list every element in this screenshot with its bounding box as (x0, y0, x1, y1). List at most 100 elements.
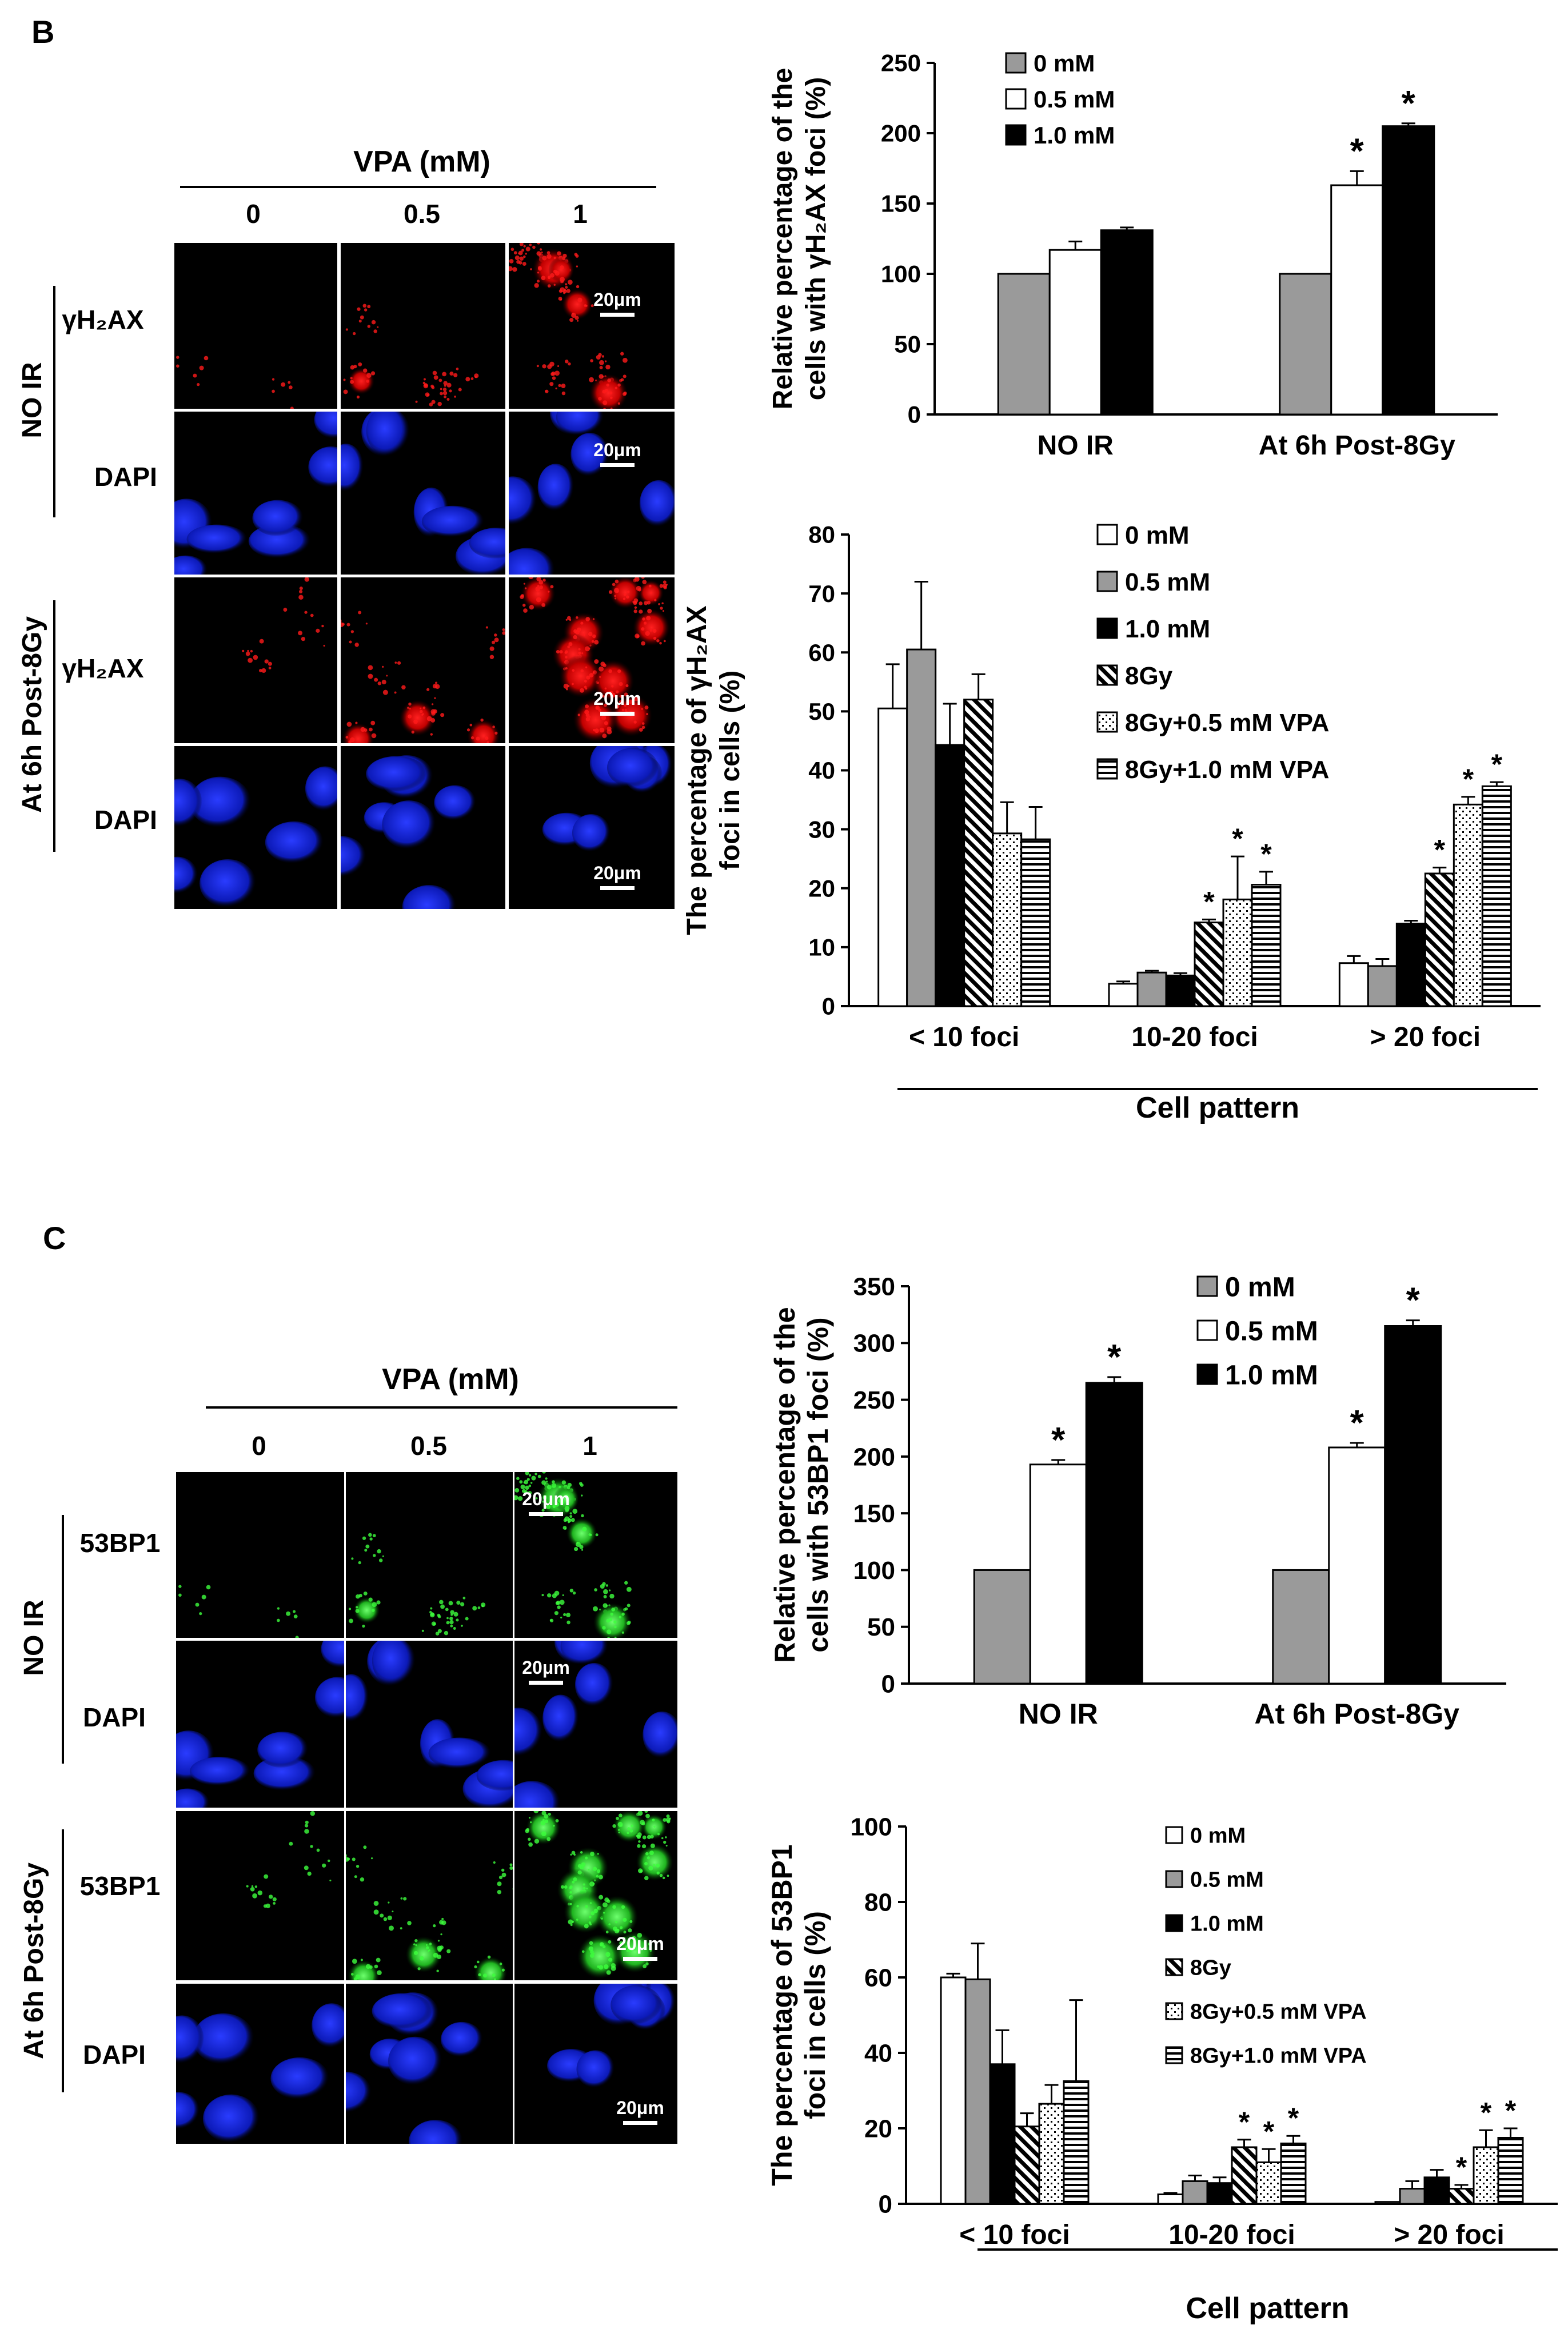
bar (1255, 2161, 1282, 2205)
row-label-dapi-2: DAPI (83, 2040, 146, 2069)
scale-bar-label: 20μm (616, 2097, 664, 2118)
y-axis-label: The percentage of 53BP1 (766, 1844, 798, 2186)
y-tick-label: 0 (822, 993, 835, 1020)
micrograph-tile (176, 1811, 344, 1980)
y-tick-label: 100 (851, 1813, 892, 1841)
bar (1424, 872, 1455, 1007)
legend-label: 8Gy+0.5 mM VPA (1190, 2000, 1367, 2024)
bar (1395, 923, 1426, 1007)
y-axis-label: cells with 53BP1 foci (%) (802, 1317, 834, 1652)
legend-label: 1.0 mM (1125, 615, 1210, 643)
micrograph-tile (346, 1472, 513, 1638)
micrograph-tile (346, 1811, 513, 1980)
bar (1108, 983, 1139, 1007)
legend-label: 1.0 mM (1190, 1912, 1264, 1936)
legend-swatch (1165, 2002, 1183, 2020)
bar (1085, 1382, 1143, 1685)
chart-b-bottom: 0 10 20 30 40 50 60 70 80 The percentage of γH₂AX… (682, 521, 1541, 1124)
significance-star: * (1434, 834, 1446, 866)
legend-label: 8Gy (1125, 662, 1173, 690)
significance-star: * (1350, 131, 1364, 171)
y-tick-label: 50 (894, 331, 921, 358)
y-tick-label: 20 (808, 875, 835, 902)
legend-swatch (1196, 1363, 1218, 1385)
x-tick-label: 10-20 foci (1131, 1022, 1258, 1052)
significance-star: * (1491, 748, 1503, 780)
bar (1328, 1446, 1386, 1685)
bar (1497, 2137, 1524, 2205)
y-tick-label: 60 (864, 1964, 892, 1992)
legend-swatch (1096, 524, 1118, 545)
bar (1382, 125, 1435, 416)
bar (1194, 922, 1224, 1007)
y-tick-label: 40 (864, 2039, 892, 2067)
scale-bar-label: 20μm (593, 440, 641, 460)
y-tick-label: 80 (864, 1888, 892, 1916)
bar (1423, 2176, 1450, 2205)
significance-star: * (1232, 823, 1243, 855)
significance-star: * (1406, 1281, 1421, 1321)
micrograph-tile: 20μm (509, 412, 675, 575)
bar (1338, 962, 1369, 1007)
bar (1251, 884, 1282, 1007)
significance-star: * (1260, 838, 1272, 870)
x-tick-label: NO IR (1038, 430, 1114, 461)
bar (906, 648, 937, 1007)
y-tick-label: 60 (808, 639, 835, 666)
significance-star: * (1505, 2095, 1517, 2127)
col-label-1: 1 (582, 1431, 597, 1461)
scale-bar-label: 20μm (616, 1933, 664, 1954)
col-label-0: 0 (252, 1431, 266, 1461)
bar (964, 1978, 991, 2205)
chart-b-top: 0 50 100 150 200 250 Relative percentage of th… (768, 50, 1498, 461)
group-label-8gy: At 6h Post-8Gy (17, 616, 47, 813)
micrograph-tile (174, 746, 337, 909)
row-label-gh2ax-2: γH₂AX (62, 653, 143, 683)
legend-label: 0.5 mM (1190, 1868, 1264, 1892)
bar (1272, 1569, 1330, 1685)
y-tick-label: 40 (808, 757, 835, 784)
bar (1367, 965, 1398, 1007)
micrograph-tile (346, 1641, 513, 1808)
bar (1029, 1463, 1087, 1685)
y-axis-label: foci in cells (%) (715, 671, 745, 870)
bar (1374, 2201, 1401, 2205)
bar (1473, 2146, 1499, 2205)
micrograph-tile (341, 412, 505, 575)
bar (1136, 971, 1167, 1007)
micrograph-tile (341, 577, 505, 743)
y-tick-label: 50 (867, 1613, 895, 1641)
micrograph-tile: 20μm (514, 1641, 677, 1808)
micrograph-tile (341, 243, 505, 409)
legend-label: 1.0 mM (1034, 122, 1115, 149)
scale-bar-label: 20μm (522, 1489, 570, 1509)
vpa-header: VPA (mM) (353, 145, 490, 178)
legend-swatch (1005, 124, 1027, 146)
y-axis-label: cells with γH₂AX foci (%) (801, 77, 831, 400)
x-tick-label: At 6h Post-8Gy (1259, 430, 1455, 461)
significance-star: * (1051, 1421, 1066, 1460)
bar (997, 273, 1051, 416)
x-tick-label: > 20 foci (1394, 2220, 1504, 2250)
bar (1182, 2180, 1208, 2205)
row-label-dapi-1: DAPI (83, 1702, 146, 1732)
chart-c-bottom: 0 20 40 60 80 100 The percentage of 53BP1 foci … (766, 1813, 1558, 2325)
panel-letter-b: B (31, 14, 54, 50)
y-tick-label: 150 (881, 190, 921, 217)
y-tick-label: 0 (908, 401, 921, 428)
panel-b-micrographs: VPA (mM) 0 0.5 1 NO IR At 6h Post-8Gy γH… (17, 145, 675, 909)
bar (940, 1976, 967, 2205)
y-tick-label: 350 (853, 1273, 895, 1301)
y-tick-label: 200 (853, 1443, 895, 1471)
legend-label: 0 mM (1125, 521, 1189, 549)
scale-bar-label: 20μm (593, 863, 641, 883)
legend-swatch (1096, 711, 1118, 733)
y-tick-label: 300 (853, 1330, 895, 1358)
y-tick-label: 20 (864, 2115, 892, 2143)
y-tick-label: 80 (808, 521, 835, 548)
bar (1206, 2182, 1233, 2205)
significance-star: * (1456, 2151, 1467, 2183)
bar (877, 707, 908, 1007)
bar (935, 744, 965, 1007)
